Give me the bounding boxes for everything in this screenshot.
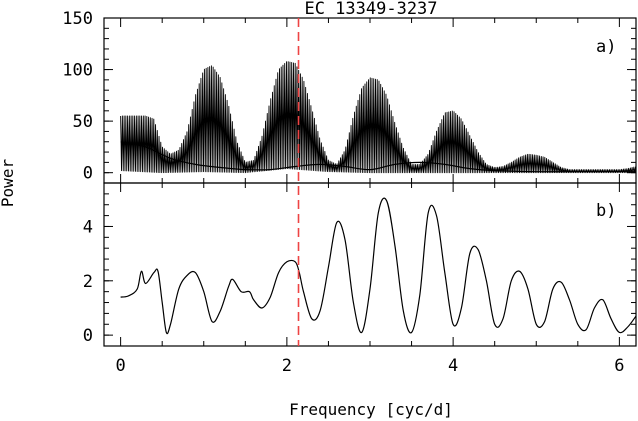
panel-b: 0 2 4 b) [83,182,637,347]
power-curve-a [120,61,637,174]
panel-b-frame [103,182,637,347]
y-tick-label: 2 [83,272,93,292]
y-tick-label: 50 [73,112,93,132]
x-tick-label: 2 [282,356,292,376]
y-tick-label: 0 [83,326,93,346]
power-curve-b [120,197,637,335]
x-tick-label: 4 [448,356,458,376]
chart-title: EC 13349-3237 [304,0,437,19]
y-axis-label: Power [0,159,17,208]
y-tick-label: 100 [62,61,93,81]
x-axis-label: Frequency [cyc/d] [289,400,453,419]
panel-b-label: b) [596,201,616,221]
x-tick-label: 6 [614,356,624,376]
baseline-curve-a [120,141,636,173]
y-tick-label: 0 [83,164,93,184]
panel-a-marks: 0 50 100 150 [62,9,637,184]
panel-b-marks: 0 2 4 [83,193,637,346]
y-tick-label: 150 [62,9,93,29]
panel-a: 0 50 100 150 a) [62,9,637,184]
panel-a-label: a) [596,37,616,57]
y-tick-label: 4 [83,217,93,237]
x-tick-label: 0 [116,356,126,376]
x-axis-ticks: 0 2 4 6 [116,18,625,376]
